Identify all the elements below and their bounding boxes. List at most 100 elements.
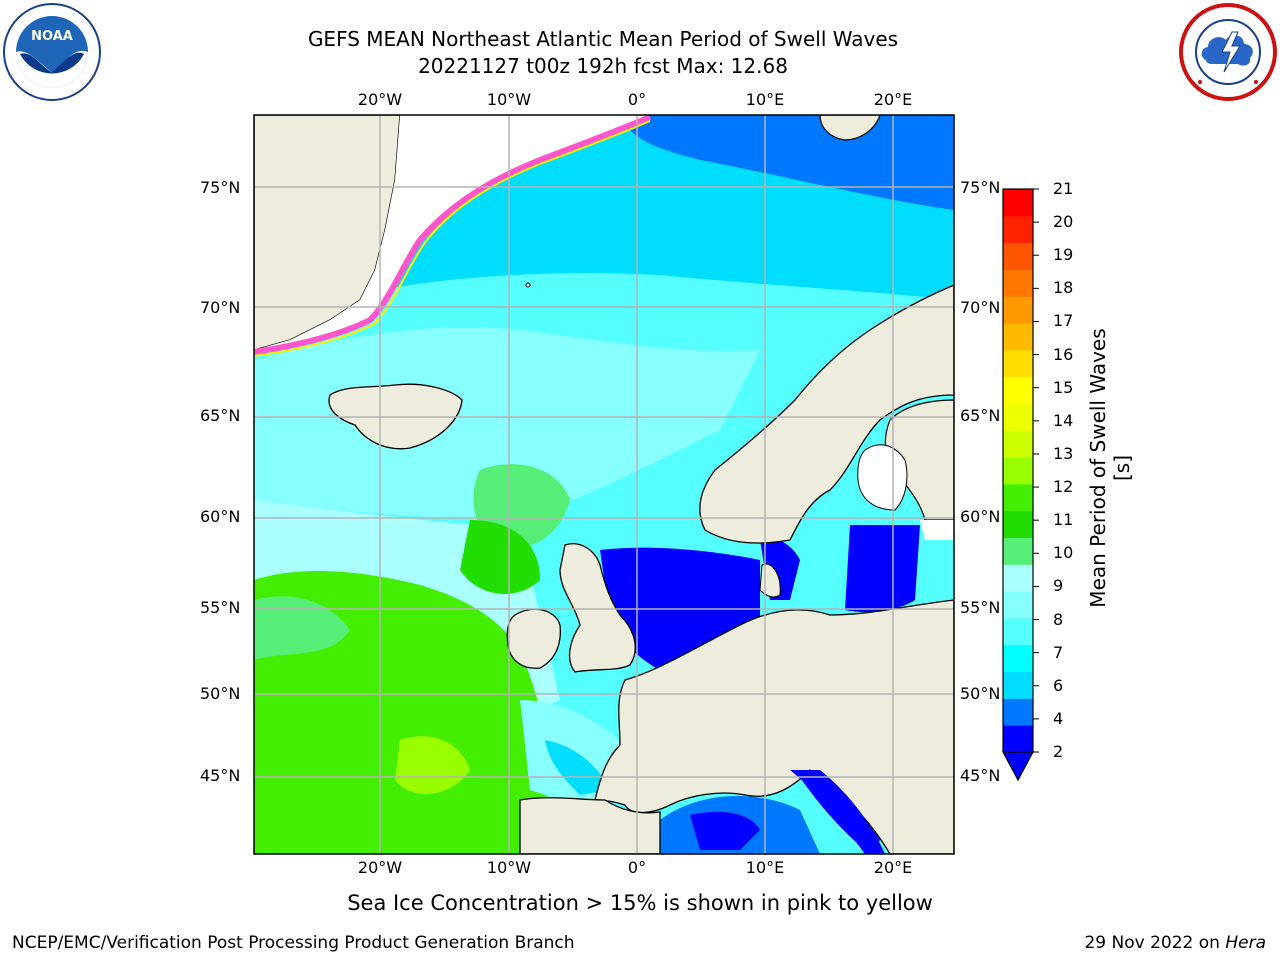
lon-label-bottom-10e: 10°E	[745, 858, 785, 877]
scandinavia-land	[699, 284, 954, 544]
colorbar-tick-label: 10	[1053, 543, 1074, 563]
lon-label-top-0: 0°	[627, 90, 647, 109]
colorbar-segment	[1003, 698, 1033, 726]
lat-label-right-50n: 50°N	[960, 684, 1001, 703]
map-field	[254, 115, 954, 854]
lat-label-left-55n: 55°N	[200, 598, 241, 617]
footer-machine: Hera	[1225, 933, 1266, 953]
ice-note: Sea Ice Concentration > 15% is shown in …	[0, 891, 1280, 915]
colorbar-segment	[1003, 215, 1033, 244]
colorbar-tick-label: 18	[1053, 278, 1074, 298]
lon-label-top-20e: 20°E	[873, 90, 913, 109]
colorbar-tick-label: 7	[1053, 642, 1064, 662]
lat-label-left-75n: 75°N	[200, 178, 241, 197]
colorbar-segment	[1003, 510, 1033, 539]
nws-logo	[1179, 3, 1277, 101]
ireland-land	[506, 608, 561, 669]
map-graticule	[254, 115, 954, 854]
colorbar-tick-label: 19	[1053, 245, 1074, 265]
colorbar-segment	[1003, 376, 1033, 404]
lat-label-right-75n: 75°N	[960, 178, 1001, 197]
jan-mayen-island	[525, 282, 531, 288]
colorbar-tick-label: 20	[1053, 212, 1074, 232]
colorbar	[1001, 188, 1039, 782]
lat-label-left-45n: 45°N	[200, 766, 241, 785]
svalbard-land	[819, 115, 881, 141]
colorbar-tick-label: 8	[1053, 609, 1064, 629]
footer-branch: NCEP/EMC/Verification Post Processing Pr…	[12, 933, 575, 953]
sea-ice-edge	[254, 115, 652, 355]
baltic-sea	[845, 525, 920, 612]
colorbar-segment	[1003, 617, 1033, 646]
lon-label-bottom-0: 0°	[627, 858, 647, 877]
lon-label-top-20w: 20°W	[357, 90, 403, 109]
colorbar-segment	[1003, 671, 1033, 699]
lat-label-left-70n: 70°N	[200, 298, 241, 317]
footer-date-text: 29 Nov 2022 on	[1084, 933, 1220, 953]
ice-note-text: Sea Ice Concentration > 15% is shown in …	[347, 891, 933, 915]
colorbar-extend-arrow	[1001, 751, 1035, 782]
colorbar-segment	[1003, 564, 1033, 592]
colorbar-segment	[1003, 296, 1033, 324]
lat-label-right-55n: 55°N	[960, 598, 1001, 617]
lat-label-right-70n: 70°N	[960, 298, 1001, 317]
map-frame	[253, 114, 955, 855]
colorbar-segment	[1003, 591, 1033, 619]
great-britain-land	[559, 543, 636, 673]
sea-ice-edge-yellow	[254, 120, 651, 357]
lat-label-left-60n: 60°N	[200, 507, 241, 526]
colorbar-tick-label: 21	[1053, 179, 1074, 198]
colorbar-frame	[1002, 188, 1034, 753]
gulf-of-finland	[920, 520, 954, 540]
colorbar-segment	[1003, 644, 1033, 673]
iberia-land	[519, 797, 661, 854]
ocean-green-patch	[460, 520, 540, 594]
lat-label-right-65n: 65°N	[960, 406, 1001, 425]
noaa-logo-text: NOAA	[31, 29, 73, 44]
colorbar-tick-label: 14	[1053, 410, 1074, 430]
lat-label-left-50n: 50°N	[200, 684, 241, 703]
colorbar-tick-label: 13	[1053, 443, 1074, 463]
ocean-yellowgreen-patch	[395, 736, 470, 794]
gulf-of-bothnia	[857, 444, 908, 511]
colorbar-tick-label: 9	[1053, 576, 1064, 596]
lon-label-bottom-20e: 20°E	[873, 858, 913, 877]
colorbar-tick-label: 2	[1053, 742, 1064, 761]
mediterranean-deep	[690, 811, 760, 850]
colorbar-segment	[1003, 403, 1033, 431]
lon-label-bottom-20w: 20°W	[357, 858, 403, 877]
map-subtitle: 20221127 t00z 192h fcst Max: 12.68	[418, 54, 788, 78]
colorbar-segment	[1003, 537, 1033, 565]
colorbar-segment	[1003, 457, 1033, 485]
biscay-cyan	[545, 740, 610, 795]
colorbar-tick-label: 16	[1053, 344, 1074, 364]
colorbar-tick-label: 12	[1053, 477, 1074, 497]
colorbar-tick-label: 15	[1053, 377, 1074, 397]
colorbar-segment	[1003, 349, 1033, 378]
colorbar-tick-label: 17	[1053, 311, 1074, 331]
colorbar-segment	[1003, 269, 1033, 297]
ocean-swell-green-light	[254, 596, 350, 660]
europe-land	[594, 599, 954, 854]
colorbar-segment	[1003, 242, 1033, 270]
colorbar-segment	[1003, 430, 1033, 458]
colorbar-title: Mean Period of Swell Waves [s]	[1086, 328, 1134, 608]
lat-label-right-45n: 45°N	[960, 766, 1001, 785]
lon-label-bottom-10w: 10°W	[486, 858, 532, 877]
sea-ice-region	[254, 115, 650, 352]
tyrrhenian-strip	[790, 770, 885, 854]
colorbar-segment	[1003, 483, 1033, 512]
colorbar-tick-label: 6	[1053, 675, 1064, 695]
colorbar-tick-label: 4	[1053, 708, 1064, 728]
lon-label-top-10w: 10°W	[486, 90, 532, 109]
colorbar-segment	[1003, 725, 1033, 753]
lat-label-left-65n: 65°N	[200, 406, 241, 425]
lat-label-right-60n: 60°N	[960, 507, 1001, 526]
noaa-logo: NOAA	[3, 3, 101, 101]
map-title: GEFS MEAN Northeast Atlantic Mean Period…	[307, 27, 899, 51]
colorbar-segment	[1003, 189, 1033, 217]
colorbar-segment	[1003, 323, 1033, 351]
colorbar-tick-label: 11	[1053, 510, 1074, 530]
lon-label-top-10e: 10°E	[745, 90, 785, 109]
